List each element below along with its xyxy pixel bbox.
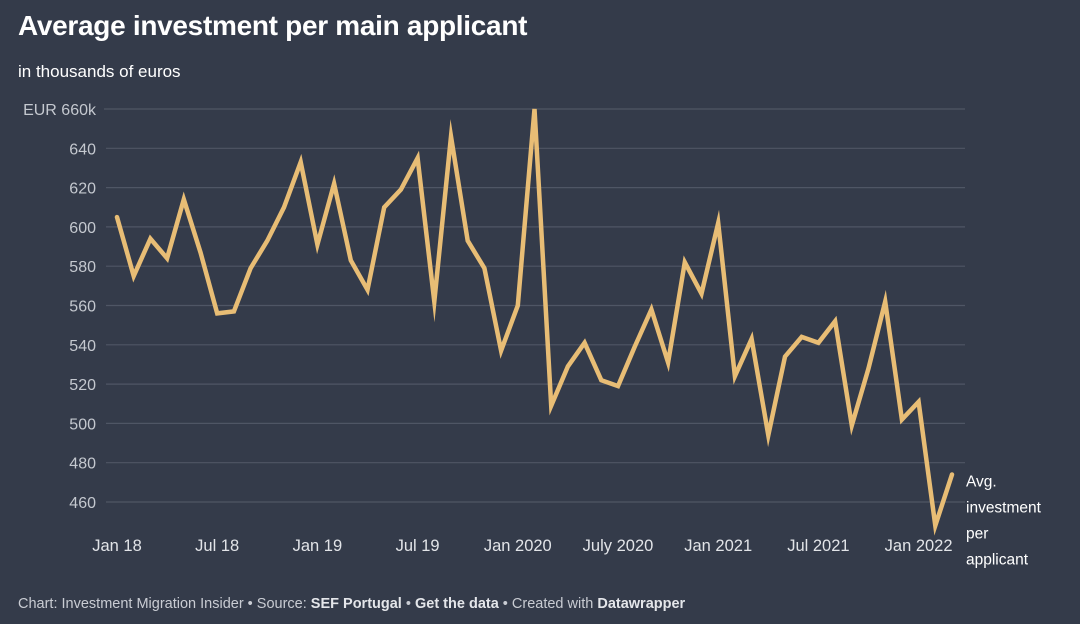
y-tick-label: 600	[69, 220, 96, 237]
y-tick-label: 560	[69, 299, 96, 316]
datawrapper-link[interactable]: Datawrapper	[597, 596, 686, 612]
series-label: investment	[966, 499, 1042, 516]
series-line	[114, 108, 955, 536]
x-tick-label: Jul 2021	[787, 537, 849, 555]
x-tick-label: Jul 19	[396, 537, 440, 555]
chart-subtitle: in thousands of euros	[18, 62, 181, 81]
x-tick-label: Jan 2020	[484, 537, 552, 555]
chart-footer: Chart: Investment Migration Insider • So…	[18, 596, 685, 612]
x-tick-label: Jan 2021	[684, 537, 752, 555]
x-tick-label: Jan 19	[293, 537, 343, 555]
y-tick-label: 500	[69, 416, 96, 433]
y-tick-label: EUR 660k	[23, 102, 97, 119]
x-tick-label: Jan 2022	[885, 537, 953, 555]
y-tick-label: 640	[69, 141, 96, 158]
source-link[interactable]: SEF Portugal	[310, 596, 402, 612]
get-data-link[interactable]: Get the data	[414, 596, 499, 612]
series-label: applicant	[966, 551, 1029, 568]
footer-credit: Chart: Investment Migration Insider • So…	[18, 596, 311, 612]
y-tick-label: 540	[69, 338, 96, 355]
footer-sep: •	[401, 596, 415, 612]
y-tick-label: 580	[69, 259, 96, 276]
y-tick-label: 460	[69, 495, 96, 512]
series-label: per	[966, 525, 988, 542]
chart-title: Average investment per main applicant	[18, 10, 528, 41]
y-tick-label: 520	[69, 377, 96, 394]
series-label: Avg.	[966, 473, 997, 490]
x-tick-label: Jan 18	[92, 537, 142, 555]
line-chart: 460 480 500 520 540 560 580 600 620 640 EUR 660k Ja…	[23, 102, 1042, 568]
y-tick-label: 620	[69, 181, 96, 198]
x-tick-label: July 2020	[583, 537, 654, 555]
footer-created-with: • Created with	[498, 596, 598, 612]
y-tick-label: 480	[69, 456, 96, 473]
x-tick-label: Jul 18	[195, 537, 239, 555]
